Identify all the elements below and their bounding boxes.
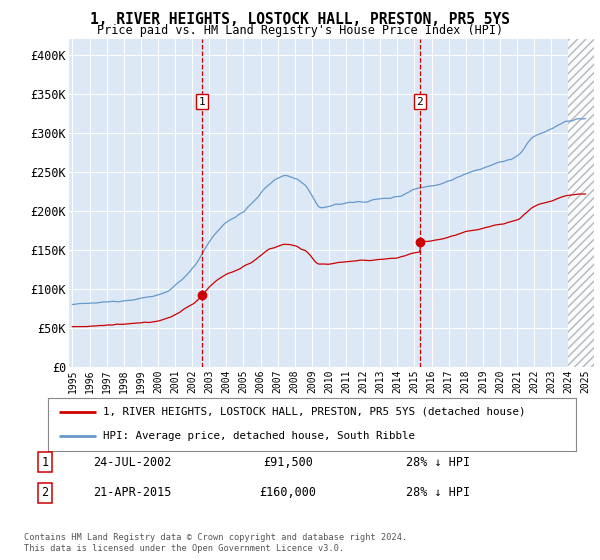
Text: Price paid vs. HM Land Registry's House Price Index (HPI): Price paid vs. HM Land Registry's House … [97, 24, 503, 37]
Text: 2: 2 [41, 486, 49, 500]
Bar [568, 39, 594, 367]
Text: 2: 2 [416, 97, 423, 106]
Text: 1, RIVER HEIGHTS, LOSTOCK HALL, PRESTON, PR5 5YS (detached house): 1, RIVER HEIGHTS, LOSTOCK HALL, PRESTON,… [103, 407, 526, 417]
Text: HPI: Average price, detached house, South Ribble: HPI: Average price, detached house, Sout… [103, 431, 415, 441]
Text: £160,000: £160,000 [260, 486, 317, 500]
Text: 28% ↓ HPI: 28% ↓ HPI [406, 455, 470, 469]
Text: 28% ↓ HPI: 28% ↓ HPI [406, 486, 470, 500]
Text: 24-JUL-2002: 24-JUL-2002 [93, 455, 171, 469]
Text: 1: 1 [199, 97, 205, 106]
Text: Contains HM Land Registry data © Crown copyright and database right 2024.
This d: Contains HM Land Registry data © Crown c… [24, 533, 407, 553]
Text: 1: 1 [41, 455, 49, 469]
Bar [568, 39, 594, 367]
Text: £91,500: £91,500 [263, 455, 313, 469]
Text: 21-APR-2015: 21-APR-2015 [93, 486, 171, 500]
Text: 1, RIVER HEIGHTS, LOSTOCK HALL, PRESTON, PR5 5YS: 1, RIVER HEIGHTS, LOSTOCK HALL, PRESTON,… [90, 12, 510, 27]
